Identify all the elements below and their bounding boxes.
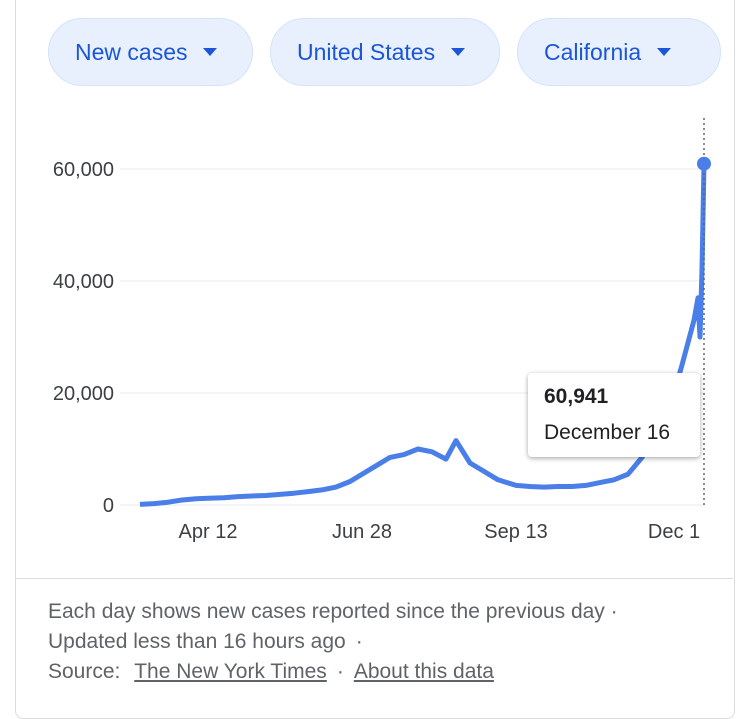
- chevron-down-icon: [657, 48, 672, 56]
- y-axis-ticks: 0 20,000 40,000 60,000: [53, 159, 114, 517]
- source-link[interactable]: The New York Times: [134, 660, 327, 683]
- covid-card: [15, 0, 735, 719]
- filter-chips: New cases United States California: [32, 18, 734, 90]
- source-label: Source:: [48, 660, 121, 683]
- x-tick-label: Sep 13: [484, 521, 547, 543]
- tooltip-value: 60,941: [544, 385, 609, 408]
- hover-point: [697, 156, 711, 171]
- region-dropdown[interactable]: California: [517, 18, 721, 86]
- footer-source: Source: The New York Times · About this da…: [48, 657, 618, 687]
- y-tick-label: 40,000: [53, 271, 114, 293]
- region-dropdown-label: California: [544, 38, 642, 65]
- x-axis-ticks: Apr 12 Jun 28 Sep 13 Dec 1: [179, 521, 701, 543]
- y-tick-label: 20,000: [53, 383, 114, 405]
- footer-divider: [16, 578, 733, 579]
- tooltip-date: December 16: [544, 421, 671, 444]
- cases-line-chart: 0 20,000 40,000 60,000 Apr 12 Jun 28 Sep 13 De…: [53, 118, 711, 543]
- chart-tooltip: 60,941 December 16: [528, 373, 700, 457]
- country-dropdown[interactable]: United States: [270, 18, 500, 86]
- x-tick-label: Jun 28: [332, 521, 392, 543]
- chevron-down-icon: [203, 48, 218, 56]
- x-tick-label: Apr 12: [179, 521, 238, 543]
- footer-note: Each day shows new cases reported since …: [48, 600, 618, 623]
- updated-text: Updated less than 16 hours ago: [48, 630, 346, 653]
- footer-updated: Updated less than 16 hours ago ·: [48, 627, 618, 657]
- separator: ·: [355, 630, 363, 653]
- chevron-down-icon: [451, 48, 466, 56]
- separator: ·: [336, 660, 344, 683]
- y-tick-label: 0: [103, 495, 114, 517]
- footer: Each day shows new cases reported since …: [48, 597, 618, 687]
- y-tick-label: 60,000: [53, 159, 114, 181]
- x-tick-label: Dec 1: [648, 521, 700, 543]
- metric-dropdown[interactable]: New cases: [48, 18, 253, 86]
- country-dropdown-label: United States: [297, 38, 436, 65]
- metric-dropdown-label: New cases: [75, 38, 188, 65]
- about-data-link[interactable]: About this data: [353, 660, 494, 683]
